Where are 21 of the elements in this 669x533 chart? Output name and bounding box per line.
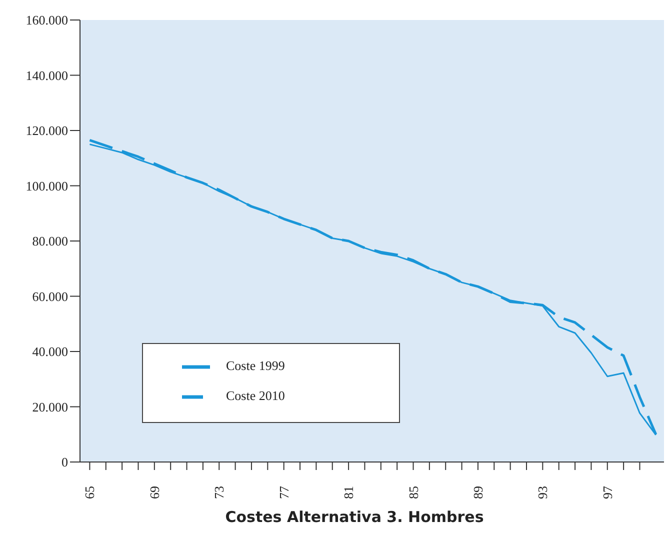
x-tick-label: 77 — [276, 486, 292, 499]
x-tick-label: 97 — [600, 486, 615, 499]
y-tick-label: 160.000 — [26, 12, 68, 28]
legend-label: Coste 2010 — [226, 388, 285, 404]
legend-label: Coste 1999 — [226, 358, 285, 373]
y-tick-label: 80.000 — [32, 234, 68, 249]
y-tick-label: 100.000 — [26, 178, 68, 194]
x-tick-label: 73 — [212, 486, 227, 499]
x-tick-label: 85 — [406, 486, 421, 499]
x-tick-label: 93 — [535, 486, 550, 499]
y-tick-label: 60.000 — [32, 288, 68, 304]
x-tick-label: 81 — [341, 486, 356, 499]
y-tick-label: 20.000 — [32, 399, 68, 414]
y-tick-label: 40.000 — [32, 344, 68, 360]
y-tick-label: 140.000 — [26, 68, 68, 83]
y-tick-label: 120.000 — [26, 123, 68, 138]
x-tick-label: 69 — [146, 486, 162, 499]
x-tick-label: 65 — [82, 486, 98, 499]
x-tick-label: 89 — [470, 486, 486, 499]
y-tick-label: 0 — [62, 454, 68, 470]
text: Costes Alternativa 3. Hombres — [224, 508, 485, 526]
